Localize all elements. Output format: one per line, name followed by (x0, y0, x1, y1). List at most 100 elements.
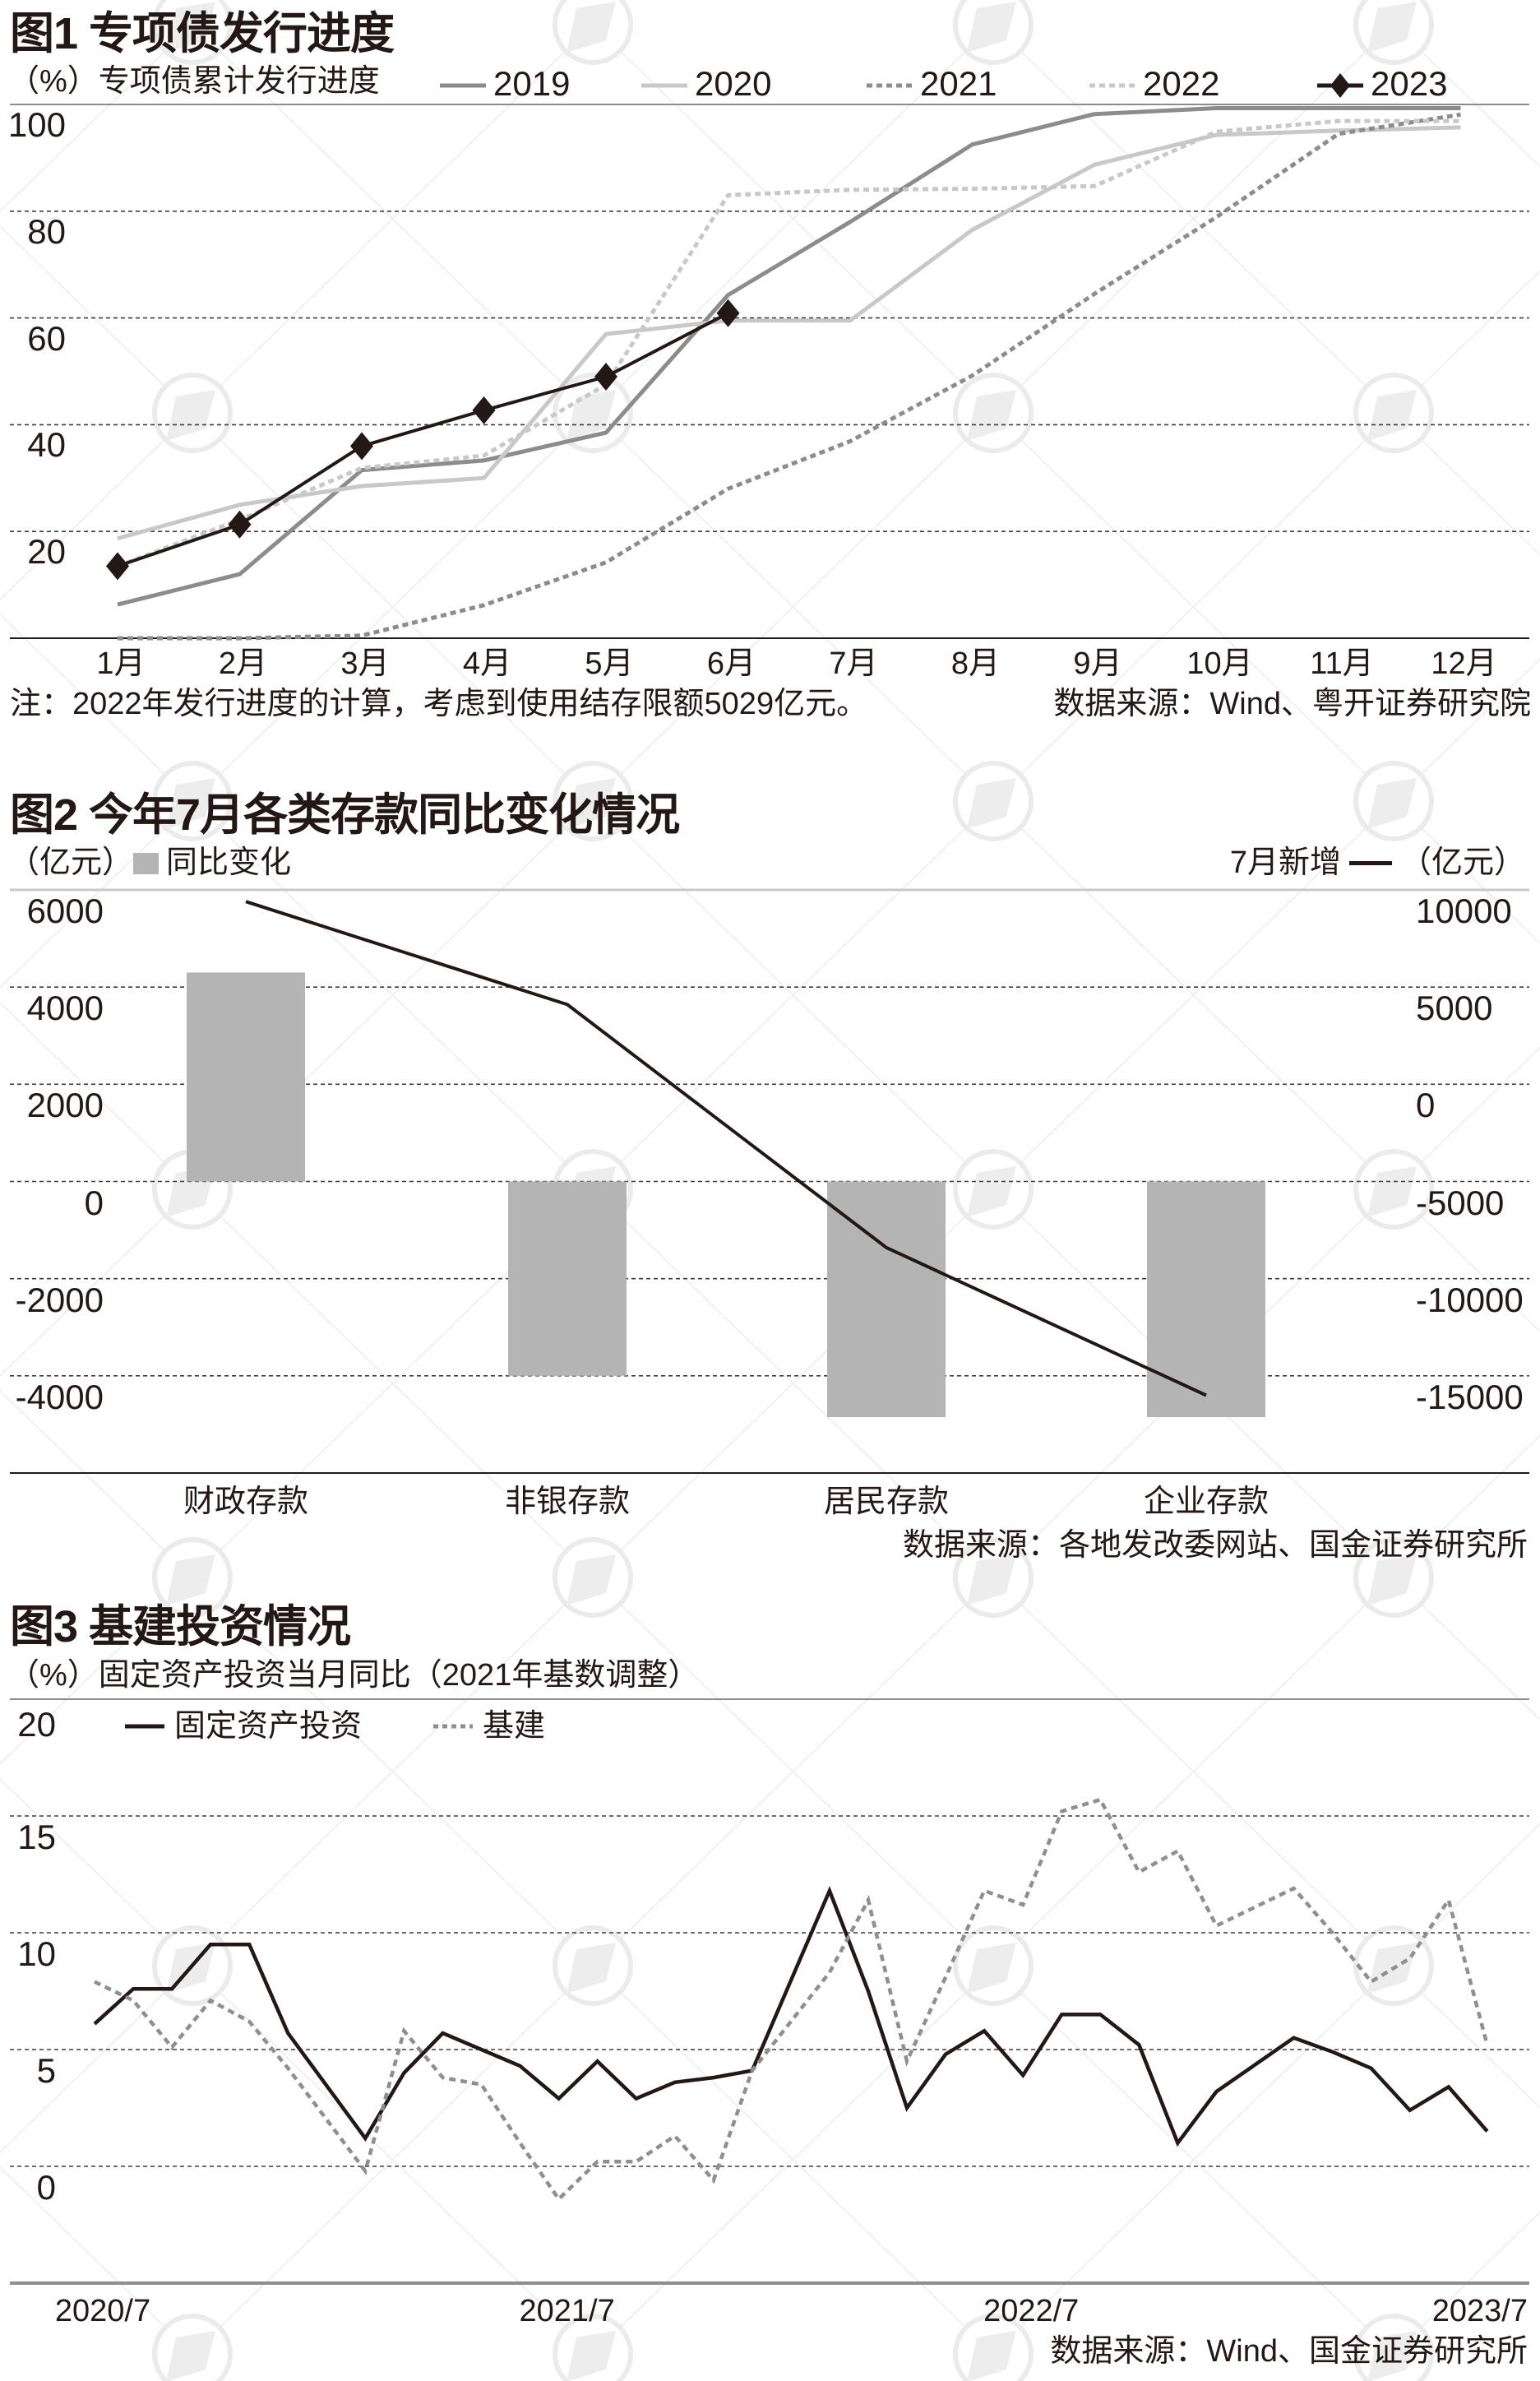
series-line-2020 (117, 125, 1461, 541)
right-y-tick-label: -15000 (1416, 1377, 1524, 1416)
diamond-marker-icon (716, 299, 740, 327)
right-y-tick-label: 5000 (1416, 989, 1493, 1028)
legend-item-2023: 2023 (1316, 67, 1447, 101)
bar-item (827, 1181, 946, 1418)
category-label: 居民存款 (823, 1485, 950, 1519)
category-label: 非银存款 (504, 1485, 631, 1519)
y-tick-label: 10 (17, 1934, 56, 1973)
figure-3-y-axis-label: （%）固定资产投资当月同比（2021年基数调整） (8, 1658, 700, 1693)
legend-label: 2023 (1371, 64, 1448, 103)
series-line-infrastructure (94, 1797, 1489, 2203)
figure-3-source: 数据来源：Wind、国金证券研究所 (1050, 2334, 1528, 2369)
x-tick-label: 9月 (1073, 646, 1122, 681)
right-y-tick-label: -10000 (1416, 1280, 1524, 1319)
figure-2-source: 数据来源：各地发改委网站、国金证券研究所 (902, 1528, 1528, 1563)
figure-1-y-axis-label: （%）专项债累计发行进度 (8, 64, 380, 99)
series-line-2019 (117, 106, 1461, 607)
series-line-2023 (117, 312, 729, 568)
x-tick-label: 5月 (585, 646, 634, 681)
dotted-line-icon (867, 83, 913, 88)
diamond-marker-icon (106, 552, 129, 581)
diamond-marker-icon (350, 432, 373, 461)
figure-1-plot (10, 104, 1529, 641)
legend-item-fixed-asset-investment: 固定资产投资 (125, 1710, 362, 1743)
diamond-marker-icon (472, 396, 496, 424)
left-y-tick-label: -4000 (15, 1377, 104, 1416)
legend-label: 2019 (493, 64, 571, 103)
legend-label: 固定资产投资 (174, 1709, 363, 1744)
figure-3-title: 图3 基建投资情况 (10, 1602, 351, 1651)
series-line-2021 (118, 112, 1461, 641)
left-axis-unit: （亿元） (8, 845, 134, 880)
legend-label: 2021 (920, 64, 997, 103)
y-tick-label: 40 (27, 425, 66, 465)
x-tick-label: 1月 (96, 646, 146, 681)
legend-label: 2020 (695, 64, 772, 103)
y-tick-label: 20 (17, 1705, 56, 1744)
solid-line-icon (641, 83, 687, 88)
y-tick-label: 20 (27, 532, 66, 572)
y-tick-label: 80 (27, 211, 66, 251)
diamond-marker-icon (594, 362, 617, 391)
x-tick-label: 2020/7 (54, 2294, 151, 2328)
left-y-tick-label: 6000 (26, 892, 104, 930)
x-tick-label: 7月 (829, 646, 878, 681)
figure-1-source: 数据来源：Wind、粤开证券研究院 (1053, 687, 1531, 721)
figure-2-right-legend: 7月新增 （亿元） (1230, 847, 1525, 878)
solid-line-icon (440, 83, 486, 88)
diamond-marker-icon (228, 510, 252, 539)
figure-2-left-legend: （亿元） 同比变化 (8, 847, 291, 878)
category-label: 财政存款 (183, 1485, 309, 1519)
legend-item-2019: 2019 (439, 67, 570, 101)
dotted-line-icon (1089, 83, 1135, 88)
figure-3-plot (10, 1698, 1529, 2285)
x-tick-label: 11月 (1310, 646, 1374, 681)
figure-2-title: 图2 今年7月各类存款同比变化情况 (10, 790, 680, 840)
right-y-tick-label: -5000 (1416, 1183, 1505, 1222)
x-tick-label: 2月 (218, 646, 268, 681)
series-line-fixed-asset-investment (93, 1885, 1489, 2147)
dotted-line-icon (433, 1724, 473, 1729)
legend-item-2020: 2020 (641, 67, 771, 101)
x-tick-label: 10月 (1186, 646, 1253, 681)
x-tick-label: 3月 (340, 646, 390, 681)
y-tick-label: 15 (17, 1818, 56, 1856)
black-line-icon (1348, 861, 1392, 865)
bar-item (508, 1181, 627, 1376)
category-label: 企业存款 (1143, 1485, 1269, 1519)
y-tick-label: 60 (27, 318, 66, 358)
legend-label-bar: 同比变化 (166, 845, 292, 880)
x-tick-label: 4月 (462, 646, 512, 681)
right-y-tick-label: 10000 (1416, 892, 1512, 930)
y-tick-label: 0 (36, 2168, 56, 2207)
left-y-tick-label: 0 (84, 1183, 104, 1222)
right-y-tick-label: 0 (1416, 1086, 1436, 1125)
solid-line-icon (125, 1724, 164, 1729)
figure-1-note: 注：2022年发行进度的计算，考虑到使用结存限额5029亿元。 (10, 687, 868, 721)
x-tick-label: 6月 (706, 646, 756, 681)
legend-item-infrastructure: 基建 (433, 1710, 545, 1743)
line-diamond-icon (1317, 73, 1363, 98)
series-line-new-deposits (245, 900, 1207, 1397)
left-y-tick-label: 2000 (26, 1086, 104, 1125)
x-tick-label: 2021/7 (519, 2294, 615, 2328)
x-tick-label: 8月 (950, 646, 1001, 681)
bar-item (187, 972, 305, 1182)
x-tick-label: 2022/7 (983, 2294, 1080, 2328)
left-y-tick-label: -2000 (15, 1280, 104, 1319)
bar-item (1147, 1181, 1265, 1418)
legend-label: 2022 (1143, 64, 1220, 103)
left-y-tick-label: 4000 (26, 989, 104, 1028)
series-line-2022 (117, 118, 1461, 568)
legend-item-2022: 2022 (1089, 67, 1219, 101)
right-axis-unit: （亿元） (1399, 845, 1525, 880)
legend-label-line: 7月新增 (1229, 845, 1341, 880)
y-tick-label: 5 (36, 2051, 56, 2090)
figure-2-plot (10, 888, 1529, 1474)
figure-1-title: 图1 专项债发行进度 (10, 9, 395, 58)
legend-item-2021: 2021 (866, 67, 997, 101)
x-tick-label: 12月 (1431, 646, 1497, 681)
gray-square-icon (133, 853, 160, 874)
